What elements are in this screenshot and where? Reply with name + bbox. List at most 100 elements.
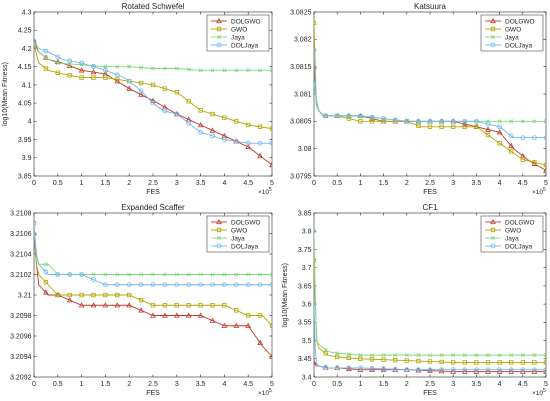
series-marker-jaya [497, 119, 502, 124]
series-marker-doljaya [450, 118, 456, 124]
x-axis-exponent: ×105 [532, 187, 546, 196]
series-marker-doljaya [520, 367, 526, 373]
x-exponent-power: 5 [269, 187, 272, 193]
series-marker-gwo [427, 124, 433, 129]
legend-marker [490, 17, 496, 24]
series-marker-doljaya [222, 137, 227, 142]
legend-entry: GWO [231, 227, 247, 234]
y-tick-label: 3.75 [298, 247, 312, 254]
series-marker-jaya [520, 119, 525, 124]
series-marker-dolgwo [34, 38, 37, 44]
series-marker-gwo [381, 119, 386, 124]
series-marker-gwo [103, 75, 108, 80]
series-marker-gwo [138, 80, 144, 86]
series-marker-dolgwo [78, 67, 85, 73]
y-tick-label: 3.0795 [290, 173, 312, 180]
legend-entry: DOLGWO [231, 18, 261, 25]
series-marker-gwo [314, 20, 317, 26]
series-marker-dolgwo [114, 302, 121, 308]
series-marker-gwo [234, 308, 239, 313]
series-marker-dolgwo [138, 91, 144, 97]
series-marker-doljaya [427, 367, 433, 373]
series-marker-dolgwo [43, 289, 49, 295]
series-marker-doljaya [485, 121, 491, 127]
series-marker-dolgwo [496, 129, 503, 135]
x-tick-label: 4.5 [518, 381, 528, 388]
series-marker-doljaya [334, 365, 340, 371]
series-marker-gwo [532, 160, 537, 165]
series-marker-doljaya [67, 58, 73, 64]
series-marker-doljaya [34, 220, 37, 226]
series-marker-gwo [358, 356, 363, 361]
series-marker-doljaya [257, 282, 263, 288]
series-marker-doljaya [543, 135, 546, 141]
series-marker-doljaya [462, 367, 468, 373]
y-tick-label: 3.85 [18, 173, 32, 180]
series-marker-gwo [162, 303, 168, 308]
legend-marker [490, 227, 496, 233]
series-marker-jaya [150, 272, 156, 277]
y-tick-label: 3.95 [18, 137, 32, 144]
y-tick-label: 3.7 [302, 265, 312, 272]
series-marker-dolgwo [173, 312, 180, 318]
series-marker-gwo [79, 75, 84, 80]
legend-entry: GWO [505, 227, 521, 234]
series-marker-gwo [115, 292, 120, 298]
series-marker-doljaya [233, 282, 239, 288]
series-marker-doljaya [67, 272, 73, 277]
legend-marker [490, 235, 496, 241]
series-marker-jaya [543, 353, 546, 358]
legend-marker [216, 218, 222, 225]
series-marker-doljaya [450, 367, 456, 373]
y-tick-label: 3.5 [302, 338, 312, 345]
series-marker-gwo [439, 124, 444, 129]
series-marker-gwo [67, 73, 72, 78]
series-marker-gwo [150, 303, 156, 308]
series-marker-gwo [210, 111, 215, 117]
x-axis-exponent: ×105 [258, 388, 272, 397]
y-tick-label: 3.082 [294, 37, 312, 44]
series-marker-doljaya [210, 282, 215, 288]
series-marker-dolgwo [438, 368, 445, 374]
series-marker-gwo [257, 124, 263, 129]
y-tick-label: 3.9 [22, 155, 32, 162]
legend-entry: DOLGWO [505, 219, 535, 226]
series-marker-gwo [174, 90, 179, 95]
series-marker-gwo [393, 357, 398, 363]
x-axis-label: FES [423, 390, 437, 397]
series-marker-doljaya [392, 117, 398, 123]
series-marker-dolgwo [531, 160, 538, 166]
x-tick-label: 2.5 [148, 180, 158, 187]
series-marker-gwo [210, 303, 215, 308]
series-marker-doljaya [186, 120, 192, 126]
series-marker-gwo [127, 292, 132, 298]
series-marker-gwo [497, 360, 502, 365]
series-marker-gwo [520, 157, 525, 162]
series-marker-doljaya [381, 116, 386, 121]
series-marker-gwo [381, 357, 386, 362]
series-marker-gwo [439, 359, 444, 365]
series-marker-jaya [520, 353, 525, 358]
series-marker-jaya [222, 68, 227, 73]
y-axis-label: log10(Mean Fitness) [282, 263, 289, 327]
x-tick-label: 1.5 [379, 180, 389, 187]
x-tick-label: 2.5 [425, 381, 435, 388]
series-marker-jaya [43, 55, 48, 60]
series-marker-doljaya [55, 54, 61, 60]
series-marker-gwo [79, 292, 84, 298]
series-marker-jaya [115, 272, 120, 277]
series-marker-jaya [210, 272, 215, 277]
series-marker-dolgwo [90, 69, 97, 75]
y-tick-label: 3.0825 [290, 9, 312, 16]
series-marker-jaya [174, 272, 179, 277]
series-marker-doljaya [233, 138, 239, 144]
y-tick-label: 3.6 [302, 302, 312, 309]
series-marker-doljaya [114, 282, 120, 288]
series-marker-dolgwo [345, 365, 352, 371]
x-tick-label: 4.5 [518, 180, 528, 187]
series-marker-gwo [485, 360, 491, 365]
series-marker-doljaya [114, 72, 120, 78]
legend-marker [216, 243, 222, 249]
y-tick-label: 3.2094 [10, 354, 32, 361]
series-marker-dolgwo [543, 167, 546, 173]
